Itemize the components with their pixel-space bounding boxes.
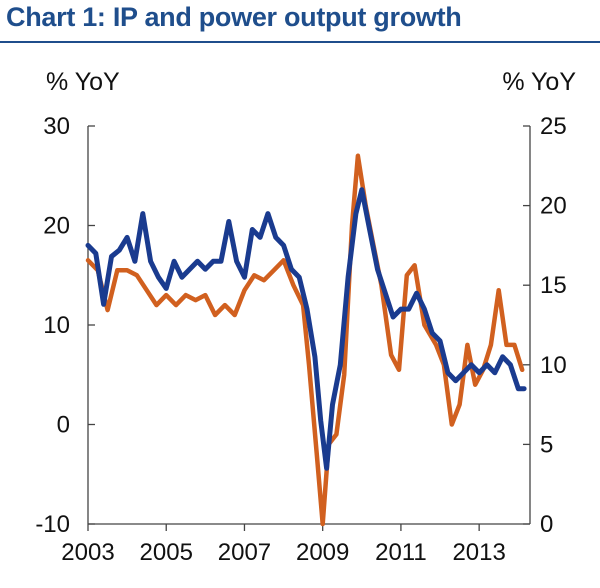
- x-tick-label: 2009: [296, 539, 349, 566]
- left-tick-label: 10: [43, 312, 70, 339]
- right-tick-label: 20: [540, 193, 567, 220]
- series-line-orange: [85, 153, 525, 527]
- right-tick-label: 10: [540, 352, 567, 379]
- right-tick-label: 15: [540, 272, 567, 299]
- x-tick-label: 2013: [452, 539, 505, 566]
- right-tick-label: 5: [540, 431, 553, 458]
- left-tick-label: 0: [57, 412, 70, 439]
- left-tick-label: 30: [43, 113, 70, 140]
- right-axis-label: % YoY: [502, 68, 576, 96]
- left-tick-label: 20: [43, 213, 70, 240]
- left-axis-label: % YoY: [46, 68, 120, 96]
- x-tick-label: 2005: [140, 539, 193, 566]
- x-tick-label: 2007: [218, 539, 271, 566]
- series-line-blue: [85, 187, 527, 471]
- right-tick-label: 0: [540, 511, 553, 538]
- title-rule: [0, 41, 600, 43]
- chart-title: Chart 1: IP and power output growth: [6, 2, 462, 32]
- x-tick-label: 2011: [375, 539, 427, 566]
- left-tick-label: -10: [35, 511, 70, 538]
- x-tick-label: 2003: [61, 539, 114, 566]
- right-tick-label: 25: [540, 113, 567, 140]
